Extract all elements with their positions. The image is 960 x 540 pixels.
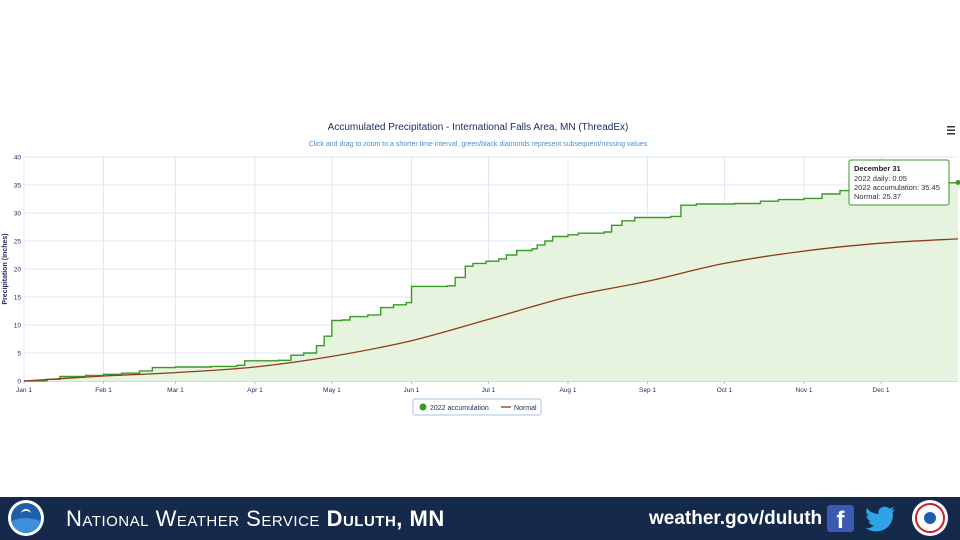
y-axis-label: Precipitation (inches) — [2, 233, 9, 304]
y-tick-label: 35 — [14, 183, 22, 190]
nws-seal-icon[interactable] — [912, 500, 948, 536]
y-tick-label: 25 — [14, 239, 22, 246]
y-tick-label: 0 — [17, 379, 21, 386]
x-axis: Jan 1 Feb 1 Mar 1 Apr 1 May 1 Jun 1 Jul 1 Aug 1… — [16, 387, 890, 394]
y-axis: 0 5 10 15 20 25 30 35 40 — [14, 155, 22, 386]
legend-label-normal[interactable]: Normal — [514, 405, 537, 412]
noaa-logo-icon[interactable] — [8, 500, 44, 536]
x-tick-label: Aug 1 — [559, 387, 576, 394]
y-tick-label: 10 — [14, 323, 22, 330]
tooltip-normal: Normal: 25.37 — [854, 192, 901, 201]
tooltip: December 31 2022 daily: 0.05 2022 accumu… — [848, 159, 950, 206]
x-tick-label: Dec 1 — [873, 387, 890, 394]
precipitation-chart[interactable]: Accumulated Precipitation - Internationa… — [0, 0, 960, 497]
y-tick-label: 5 — [17, 351, 21, 358]
y-tick-label: 40 — [14, 155, 22, 162]
facebook-icon[interactable]: f — [827, 505, 854, 532]
x-tick-label: Jun 1 — [404, 387, 420, 394]
org-name-prefix: National Weather Service — [66, 506, 320, 531]
x-tick-label: Jan 1 — [16, 387, 32, 394]
chart-title: Accumulated Precipitation - Internationa… — [328, 122, 629, 133]
twitter-icon[interactable] — [866, 505, 896, 532]
y-tick-label: 15 — [14, 295, 22, 302]
tooltip-accumulation: 2022 accumulation: 35.45 — [854, 183, 940, 192]
footer-banner: National Weather Service Duluth, MN weat… — [0, 497, 960, 540]
series-line-normal — [23, 238, 959, 382]
legend[interactable]: 2022 accumulation Normal — [412, 398, 542, 416]
org-office: Duluth, MN — [326, 506, 445, 531]
legend-marker-accumulation — [419, 403, 427, 411]
org-name: National Weather Service Duluth, MN — [66, 506, 445, 532]
chart-menu-button[interactable] — [945, 124, 957, 136]
x-tick-label: Jul 1 — [482, 387, 496, 394]
x-tick-label: Feb 1 — [95, 387, 112, 394]
x-tick-label: Sep 1 — [639, 387, 656, 394]
legend-label-accumulation[interactable]: 2022 accumulation — [430, 405, 489, 412]
x-tick-label: Mar 1 — [167, 387, 184, 394]
accumulation-end-point — [955, 179, 960, 185]
x-tick-label: Oct 1 — [717, 387, 733, 394]
series-line-accumulation — [24, 182, 959, 382]
accumulation-area — [24, 182, 958, 381]
y-tick-label: 30 — [14, 211, 22, 218]
series-layer — [23, 179, 960, 382]
tooltip-date: December 31 — [854, 164, 901, 173]
x-tick-label: Apr 1 — [247, 387, 263, 394]
x-tick-label: May 1 — [323, 387, 341, 394]
x-tick-label: Nov 1 — [796, 387, 813, 394]
tooltip-daily: 2022 daily: 0.05 — [854, 174, 907, 183]
y-tick-label: 20 — [14, 267, 22, 274]
chart-subtitle: Click and drag to zoom to a shorter time… — [309, 141, 648, 148]
website-link[interactable]: weather.gov/duluth — [649, 508, 823, 529]
